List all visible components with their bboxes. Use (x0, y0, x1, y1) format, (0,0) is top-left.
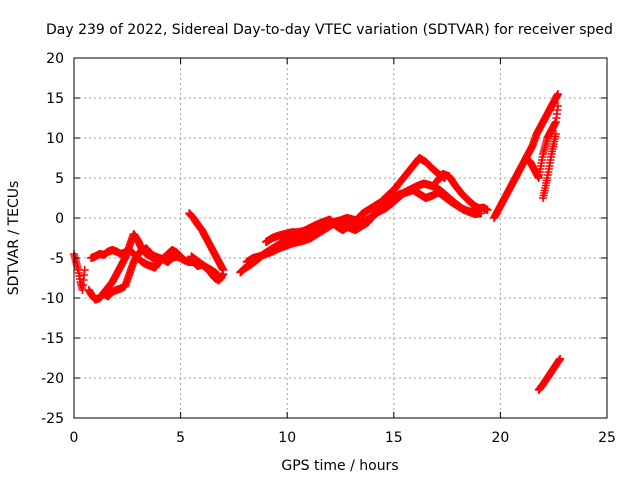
series-early-hump (95, 230, 164, 302)
y-tick-label: 20 (46, 51, 64, 67)
data-point (553, 90, 562, 98)
y-tick-label: -25 (41, 411, 64, 427)
y-tick-label: 5 (55, 171, 64, 187)
x-tick-label: 10 (278, 430, 296, 446)
plot-frame (73, 57, 608, 419)
data-point (553, 102, 562, 110)
series-late-rise (490, 90, 562, 222)
y-axis-title: SDTVAR / TECUs (6, 181, 22, 296)
x-tick-label: 15 (385, 430, 403, 446)
data-point (176, 252, 185, 261)
series-mid-arc (185, 209, 228, 274)
series-afternoon-hump (432, 170, 492, 214)
axis-ticks: 0 5 10 15 20 25 -25 -20 -15 -10 -5 0 5 10 15 20 (41, 51, 616, 446)
series-transition-b (242, 186, 481, 266)
series-late-rise-2 (521, 102, 562, 182)
plot-data (70, 90, 565, 394)
x-tick-label: 25 (598, 430, 616, 446)
series-outlier (534, 354, 565, 394)
data-point (80, 266, 89, 274)
y-tick-label: 15 (46, 91, 64, 107)
x-tick-label: 20 (491, 430, 509, 446)
y-tick-label: 0 (55, 211, 64, 227)
data-point (556, 354, 565, 363)
x-tick-label: 0 (70, 430, 79, 446)
data-point (217, 274, 226, 282)
y-tick-label: -10 (41, 291, 64, 307)
x-axis-title: GPS time / hours (281, 458, 398, 474)
series-mid-low (187, 252, 226, 282)
data-point (155, 258, 164, 267)
y-tick-label: -5 (50, 251, 64, 267)
y-tick-label: 10 (46, 131, 64, 147)
x-tick-label: 5 (176, 430, 185, 446)
data-point (551, 130, 560, 138)
chart-title: Day 239 of 2022, Sidereal Day-to-day VTE… (46, 22, 613, 38)
y-tick-label: -20 (41, 371, 64, 387)
data-point (219, 266, 228, 274)
data-point (483, 206, 492, 214)
y-tick-label: -15 (41, 331, 64, 347)
series-late-drop (539, 130, 560, 202)
